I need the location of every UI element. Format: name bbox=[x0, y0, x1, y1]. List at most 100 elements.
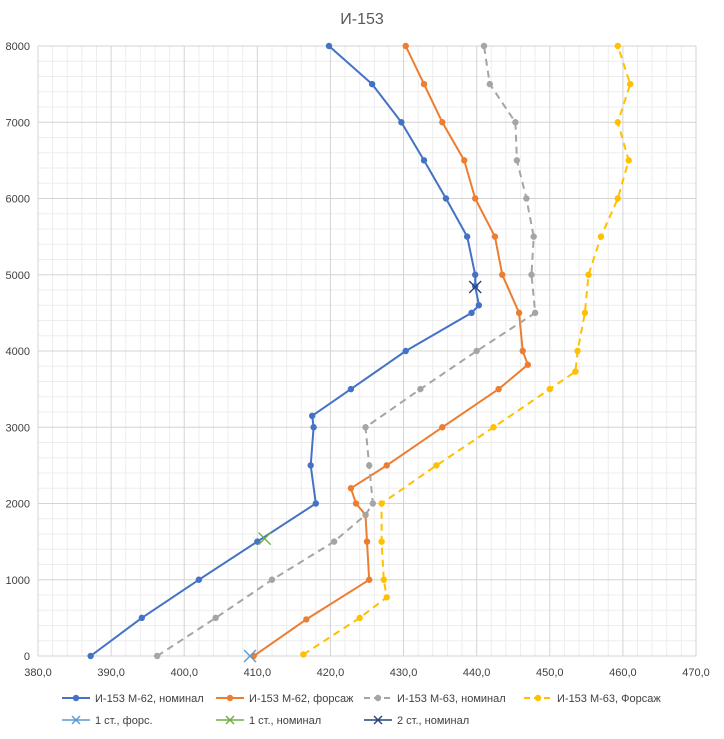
data-point bbox=[352, 500, 360, 507]
x-tick-label: 470,0 bbox=[682, 667, 710, 679]
y-tick-label: 3000 bbox=[6, 422, 30, 434]
x-tick-label: 420,0 bbox=[317, 667, 345, 679]
series-2 bbox=[250, 42, 532, 660]
data-point bbox=[420, 80, 428, 88]
legend-label: И-153 М-63, Форсаж bbox=[557, 693, 661, 705]
legend-label: 1 ст., номинал bbox=[249, 715, 321, 727]
series-line bbox=[156, 45, 537, 657]
data-point bbox=[499, 271, 506, 278]
data-point bbox=[383, 462, 390, 469]
series-4 bbox=[300, 42, 634, 658]
data-point bbox=[378, 500, 385, 507]
legend-entry: 2 ст., номинал bbox=[364, 715, 469, 727]
data-point bbox=[303, 616, 310, 623]
data-point bbox=[330, 538, 338, 545]
data-point bbox=[365, 462, 373, 469]
x-tick-label: 390,0 bbox=[97, 667, 125, 679]
x-marker-stroke bbox=[71, 715, 81, 725]
data-point bbox=[513, 157, 521, 164]
data-point bbox=[597, 233, 605, 240]
legend-entry: 1 ст., форс. bbox=[62, 715, 153, 727]
x-tick-label: 400,0 bbox=[170, 667, 198, 679]
data-point bbox=[310, 424, 317, 431]
y-tick-label: 0 bbox=[24, 651, 30, 663]
data-point bbox=[523, 195, 530, 202]
data-point bbox=[439, 119, 446, 126]
data-point bbox=[254, 538, 261, 545]
marker-series-1 bbox=[243, 649, 257, 663]
marker-series-2 bbox=[258, 532, 272, 546]
data-point bbox=[614, 195, 621, 202]
data-point bbox=[495, 385, 502, 393]
legend-marker bbox=[72, 694, 80, 702]
legend-entry: И-153 М-63, Форсаж bbox=[524, 693, 661, 705]
data-point bbox=[398, 119, 405, 126]
data-point bbox=[439, 424, 446, 431]
data-point bbox=[480, 42, 488, 50]
data-point bbox=[380, 576, 388, 583]
x-tick-label: 460,0 bbox=[609, 667, 637, 679]
y-axis-tick-labels: 0 1000 2000 3000 4000 5000 6000 7000 8000 bbox=[6, 41, 30, 663]
data-point bbox=[442, 195, 450, 202]
data-point bbox=[472, 195, 479, 202]
data-point bbox=[362, 424, 369, 431]
data-point bbox=[486, 80, 494, 88]
data-point bbox=[378, 538, 385, 545]
legend-label: И-153 М-62, форсаж bbox=[249, 693, 354, 705]
data-point bbox=[363, 538, 371, 545]
data-point bbox=[581, 309, 589, 317]
data-point bbox=[417, 385, 424, 393]
data-point bbox=[574, 347, 581, 355]
data-point bbox=[512, 119, 519, 126]
x-axis-tick-labels: 380,0 390,0 400,0 410,0 420,0 430,0 440,0 450,0… bbox=[24, 667, 710, 679]
legend-label: 1 ст., форс. bbox=[95, 715, 153, 727]
data-point bbox=[515, 309, 523, 317]
legend-marker bbox=[374, 694, 382, 702]
data-point bbox=[433, 462, 440, 469]
data-point bbox=[490, 424, 497, 431]
x-tick-label: 380,0 bbox=[24, 667, 52, 679]
legend-entry: И-153 М-62, номинал bbox=[62, 693, 204, 705]
data-point bbox=[307, 462, 314, 469]
data-point bbox=[383, 594, 390, 601]
marker-layer bbox=[243, 280, 482, 663]
series-3 bbox=[153, 42, 539, 660]
y-tick-label: 8000 bbox=[6, 41, 30, 53]
data-point bbox=[627, 80, 634, 88]
data-point bbox=[491, 233, 499, 240]
y-tick-label: 1000 bbox=[6, 575, 30, 587]
data-point bbox=[308, 412, 316, 420]
y-tick-label: 7000 bbox=[6, 117, 30, 129]
data-point bbox=[362, 511, 369, 519]
data-point bbox=[368, 80, 376, 88]
data-point bbox=[365, 576, 373, 583]
data-point bbox=[138, 614, 146, 622]
data-point bbox=[585, 271, 592, 278]
x-tick-label: 440,0 bbox=[463, 667, 491, 679]
data-point bbox=[356, 614, 363, 622]
data-point bbox=[402, 347, 409, 355]
legend-entry: И-153 М-62, форсаж bbox=[216, 693, 354, 705]
x-marker-stroke bbox=[468, 280, 482, 294]
data-point bbox=[530, 233, 537, 240]
marker-series-3 bbox=[468, 280, 482, 294]
data-point bbox=[420, 157, 428, 164]
y-tick-label: 2000 bbox=[6, 499, 30, 511]
data-point bbox=[472, 271, 479, 278]
data-point bbox=[524, 361, 532, 368]
data-point bbox=[531, 309, 539, 317]
legend-label: И-153 М-63, номинал bbox=[397, 693, 506, 705]
data-point bbox=[614, 119, 621, 126]
legend-label: И-153 М-62, номинал bbox=[95, 693, 204, 705]
legend-entry: 1 ст., номинал bbox=[216, 715, 321, 727]
legend-marker bbox=[226, 694, 234, 702]
data-point bbox=[473, 347, 480, 355]
data-point bbox=[468, 309, 475, 317]
data-point bbox=[268, 576, 276, 583]
legend-marker bbox=[534, 694, 542, 702]
data-point bbox=[300, 651, 307, 658]
data-point bbox=[369, 500, 377, 507]
